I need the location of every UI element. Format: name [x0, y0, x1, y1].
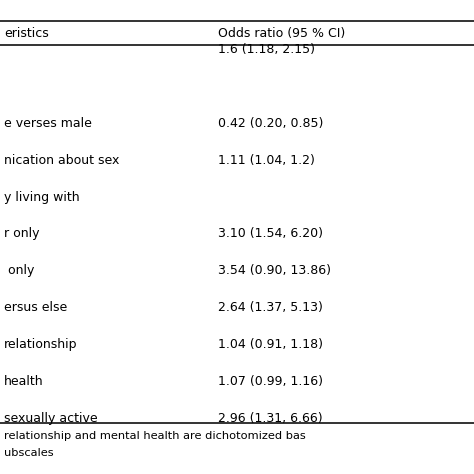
Text: relationship and mental health are dichotomized bas: relationship and mental health are dicho… [4, 431, 306, 441]
Text: e verses male: e verses male [4, 117, 91, 130]
Text: health: health [4, 375, 44, 388]
Text: ubscales: ubscales [4, 447, 54, 458]
Text: eristics: eristics [4, 27, 48, 40]
Text: relationship: relationship [4, 338, 77, 351]
Text: 3.54 (0.90, 13.86): 3.54 (0.90, 13.86) [218, 264, 331, 277]
Text: ersus else: ersus else [4, 301, 67, 314]
Text: r only: r only [4, 228, 39, 240]
Text: 2.64 (1.37, 5.13): 2.64 (1.37, 5.13) [218, 301, 323, 314]
Text: Odds ratio (95 % CI): Odds ratio (95 % CI) [218, 27, 345, 40]
Text: y living with: y living with [4, 191, 80, 204]
Text: 2.96 (1.31, 6.66): 2.96 (1.31, 6.66) [218, 411, 323, 425]
Text: 1.6 (1.18, 2.15): 1.6 (1.18, 2.15) [218, 43, 315, 56]
Text: 0.42 (0.20, 0.85): 0.42 (0.20, 0.85) [218, 117, 323, 130]
Text: only: only [4, 264, 34, 277]
Text: sexually active: sexually active [4, 411, 98, 425]
Text: 1.11 (1.04, 1.2): 1.11 (1.04, 1.2) [218, 154, 315, 167]
Text: 1.07 (0.99, 1.16): 1.07 (0.99, 1.16) [218, 375, 323, 388]
Text: nication about sex: nication about sex [4, 154, 119, 167]
Text: 1.04 (0.91, 1.18): 1.04 (0.91, 1.18) [218, 338, 323, 351]
Text: 3.10 (1.54, 6.20): 3.10 (1.54, 6.20) [218, 228, 323, 240]
